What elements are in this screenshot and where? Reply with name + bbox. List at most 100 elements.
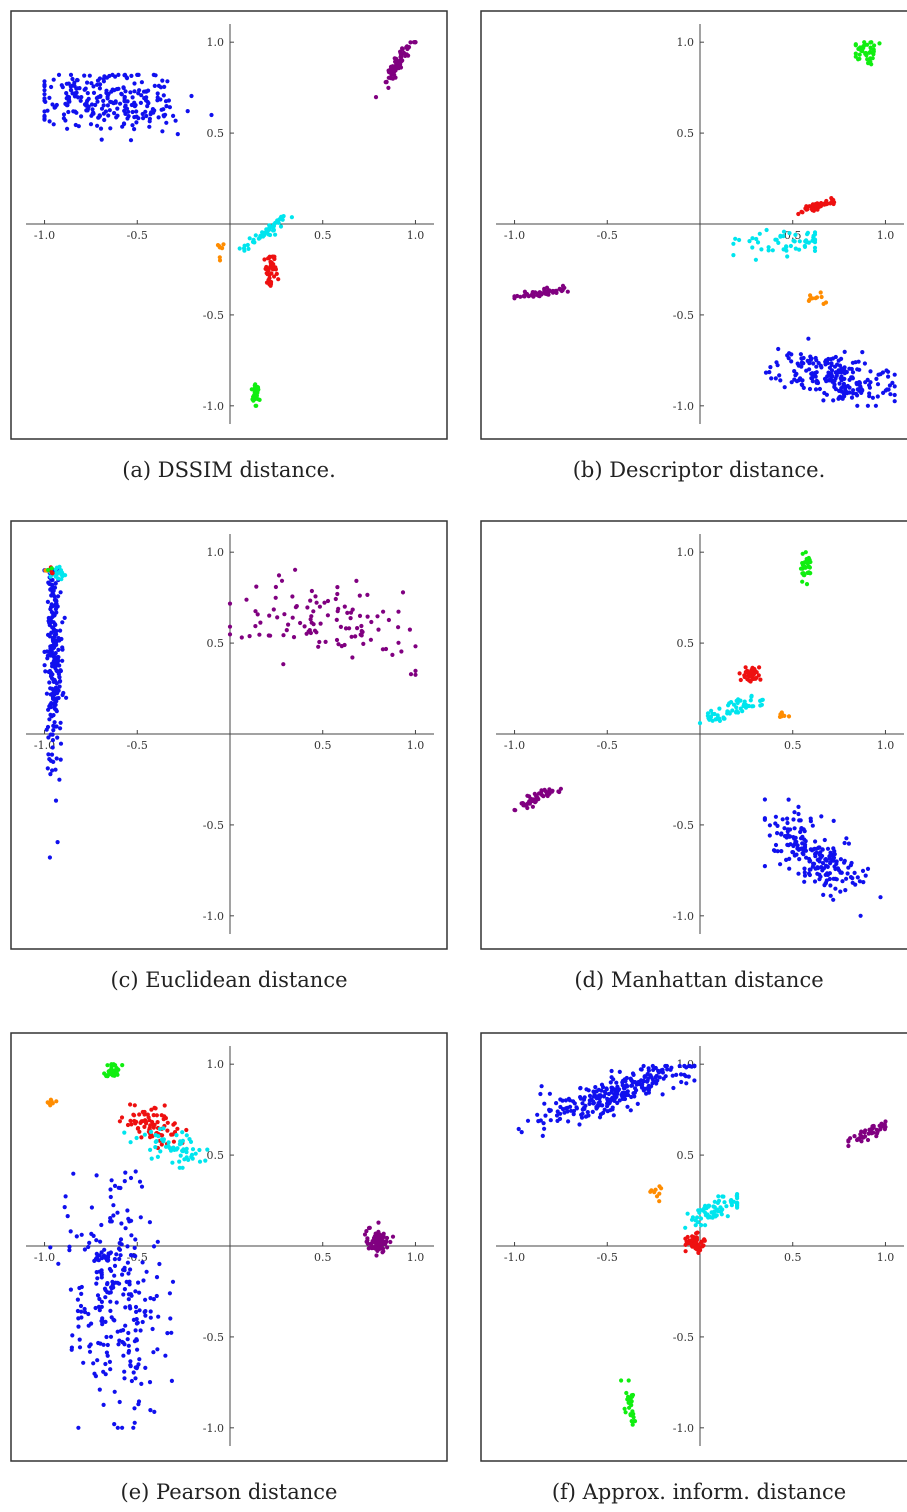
data-point — [774, 360, 779, 365]
data-point — [94, 1251, 99, 1256]
x-tick-label: -1.0 — [34, 739, 55, 752]
data-point — [377, 1238, 382, 1243]
data-point — [611, 1113, 616, 1118]
y-tick-label: 0.5 — [207, 637, 225, 650]
data-point — [845, 383, 850, 389]
data-point — [606, 1091, 611, 1097]
data-point — [762, 864, 767, 869]
data-point — [53, 581, 58, 586]
data-point — [530, 804, 535, 809]
data-point — [881, 390, 886, 395]
data-point — [365, 1236, 370, 1241]
data-point — [69, 88, 74, 93]
data-point — [355, 626, 360, 631]
data-point — [629, 1094, 634, 1100]
data-point — [115, 1280, 120, 1285]
data-point — [133, 1169, 138, 1174]
data-point — [376, 1234, 381, 1239]
data-point — [104, 1334, 109, 1340]
data-point — [57, 777, 62, 782]
data-point — [628, 1076, 633, 1081]
data-point — [796, 804, 801, 809]
data-point — [641, 1078, 646, 1083]
data-point — [48, 686, 53, 691]
data-point — [580, 1107, 585, 1112]
data-point — [800, 551, 805, 556]
data-point — [796, 811, 801, 817]
data-point — [652, 1190, 657, 1195]
data-point — [143, 1309, 148, 1314]
data-point — [132, 1103, 137, 1108]
data-point — [143, 1313, 148, 1318]
data-point — [817, 859, 822, 864]
data-point — [396, 66, 401, 71]
data-point — [619, 1378, 624, 1383]
data-point — [834, 877, 839, 882]
data-point — [60, 658, 65, 663]
data-point — [135, 1364, 140, 1370]
data-point — [742, 702, 747, 707]
data-point — [140, 1260, 145, 1265]
data-point — [389, 72, 394, 77]
data-point — [619, 1093, 624, 1098]
data-point — [554, 1101, 559, 1106]
data-point — [148, 1408, 153, 1413]
cluster-5 — [48, 1169, 176, 1430]
data-point — [743, 670, 748, 675]
data-point — [804, 582, 810, 587]
data-point — [57, 564, 62, 569]
data-point — [51, 646, 56, 651]
data-point — [625, 1104, 630, 1109]
data-point — [184, 1127, 189, 1133]
data-point — [335, 609, 340, 614]
data-point — [785, 816, 790, 821]
data-point — [126, 1297, 131, 1302]
data-point — [87, 1349, 93, 1354]
data-point — [266, 232, 271, 237]
cluster-2 — [373, 40, 418, 100]
data-point — [646, 1068, 651, 1073]
data-point — [803, 550, 808, 555]
cluster-2 — [846, 1119, 888, 1149]
data-point — [714, 1213, 719, 1218]
data-point — [641, 1088, 646, 1093]
data-point — [314, 630, 319, 635]
data-point — [138, 100, 143, 105]
data-point — [128, 1140, 133, 1145]
data-point — [335, 585, 340, 590]
data-point — [645, 1072, 650, 1077]
data-point — [67, 1248, 72, 1253]
data-point — [101, 1402, 106, 1407]
data-point — [131, 1370, 136, 1375]
data-point — [852, 870, 857, 875]
data-point — [838, 889, 843, 894]
data-point — [122, 1287, 127, 1292]
data-point — [49, 701, 54, 706]
data-point — [776, 240, 781, 245]
data-point — [818, 290, 823, 295]
data-point — [849, 395, 855, 400]
data-point — [764, 227, 769, 233]
data-point — [177, 1142, 182, 1147]
data-point — [123, 1170, 128, 1175]
data-point — [785, 820, 790, 826]
data-point — [50, 732, 55, 737]
x-tick-label: 1.0 — [407, 1251, 425, 1264]
data-point — [108, 1187, 113, 1192]
y-tick-label: 0.5 — [207, 127, 225, 140]
data-point — [714, 716, 719, 722]
data-point — [96, 1304, 101, 1309]
data-point — [865, 42, 870, 47]
data-point — [127, 1282, 132, 1287]
data-point — [144, 1120, 149, 1125]
data-point — [59, 83, 64, 88]
data-point — [806, 555, 811, 561]
data-point — [169, 1330, 174, 1335]
data-point — [177, 1165, 182, 1170]
data-point — [810, 207, 815, 212]
data-point — [858, 45, 863, 50]
data-point — [97, 1308, 102, 1313]
data-point — [394, 60, 399, 65]
data-point — [99, 1275, 104, 1280]
data-point — [188, 1139, 194, 1144]
